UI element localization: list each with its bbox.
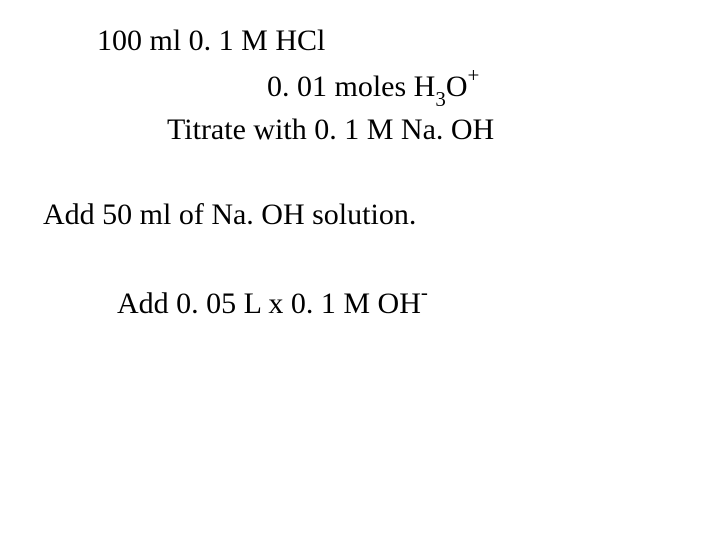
text-prefix: 0. 01 moles H xyxy=(267,70,435,103)
text-prefix: Add 0. 05 L x 0. 1 M OH xyxy=(117,287,421,320)
titration-line-5: Add 0. 05 L x 0. 1 M OH- xyxy=(117,283,428,321)
text: 100 ml 0. 1 M HCl xyxy=(97,24,325,57)
superscript: + xyxy=(468,63,480,87)
titration-line-3: Titrate with 0. 1 M Na. OH xyxy=(167,113,494,147)
subscript: 3 xyxy=(435,87,446,111)
titration-line-1: 100 ml 0. 1 M HCl xyxy=(97,24,325,58)
text: Add 50 ml of Na. OH solution. xyxy=(43,198,416,231)
titration-line-2: 0. 01 moles H3O+ xyxy=(267,66,479,109)
text-mid: O xyxy=(446,70,468,103)
text: Titrate with 0. 1 M Na. OH xyxy=(167,113,494,146)
superscript: - xyxy=(421,280,428,304)
titration-line-4: Add 50 ml of Na. OH solution. xyxy=(43,198,416,232)
